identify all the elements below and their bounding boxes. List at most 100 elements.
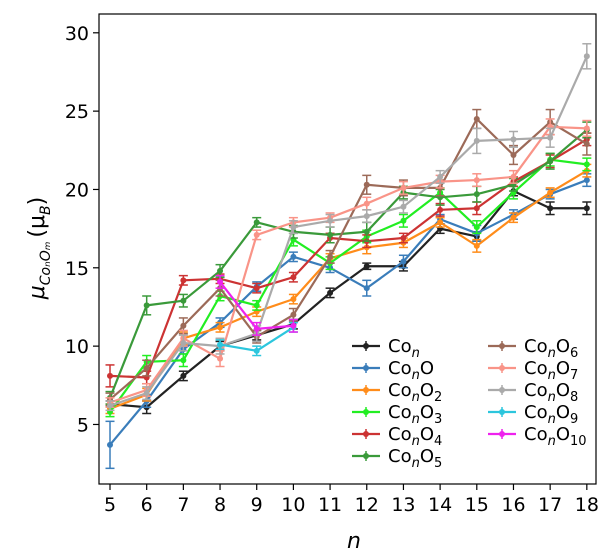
data-point — [473, 177, 480, 184]
x-tick-label: 18 — [575, 494, 599, 516]
legend-label-suffix: O — [420, 358, 434, 379]
series-10 — [215, 274, 298, 336]
data-point — [290, 253, 297, 260]
legend-label: ConO4 — [388, 424, 442, 449]
data-point — [473, 224, 480, 231]
data-point — [473, 242, 480, 249]
data-point — [583, 177, 590, 184]
legend-swatch-marker — [499, 365, 505, 371]
legend-label: ConO10 — [524, 424, 587, 449]
data-point — [290, 274, 297, 281]
data-point — [143, 365, 150, 372]
data-point — [253, 285, 260, 292]
data-point — [473, 191, 480, 198]
legend-label-subscript-m: 8 — [570, 390, 578, 405]
legend-label: ConO8 — [524, 380, 578, 405]
data-point — [510, 152, 517, 158]
legend-label-subscript-n: n — [412, 390, 420, 405]
legend-label-subscript-n: n — [548, 346, 556, 361]
data-point — [400, 258, 407, 265]
legend-label-base: Co — [388, 380, 412, 401]
x-axis-label: n — [347, 529, 361, 554]
legend-label-suffix: O — [420, 402, 434, 423]
legend-label: ConO3 — [388, 402, 442, 427]
legend-swatch-marker — [363, 431, 369, 437]
x-tick-label: 14 — [428, 494, 452, 516]
plot-frame — [98, 13, 597, 485]
x-tick-label: 10 — [281, 494, 305, 516]
legend-label-base: Co — [388, 424, 412, 445]
y-tick-label: 30 — [65, 23, 89, 45]
legend-label-suffix: O — [420, 380, 434, 401]
data-point — [107, 441, 114, 448]
legend-label-subscript-n: n — [548, 412, 556, 427]
legend-label: Con — [388, 336, 420, 361]
x-tick-label: 9 — [251, 494, 263, 516]
legend-label-subscript-n: n — [412, 434, 420, 449]
legend-item-1: ConO — [352, 358, 434, 383]
data-point — [143, 302, 150, 309]
legend-label-subscript-m: 3 — [434, 412, 442, 427]
y-axis-label-subscript: CoₙOₘ — [38, 241, 54, 285]
x-tick-label: 8 — [214, 494, 226, 516]
legend-label-base: Co — [524, 424, 548, 445]
x-tick-label: 13 — [391, 494, 415, 516]
data-point — [437, 173, 444, 180]
y-tick-label: 5 — [77, 414, 89, 436]
data-point — [510, 136, 517, 143]
x-tick-label: 7 — [177, 494, 189, 516]
legend-label-subscript-n: n — [412, 456, 420, 471]
legend-label-base: Co — [388, 446, 412, 467]
legend-item-3: ConO3 — [352, 402, 442, 427]
y-axis-label-unit-close: ) — [25, 197, 50, 206]
legend-label-subscript-n: n — [412, 346, 420, 361]
legend-item-5: ConO5 — [352, 446, 442, 471]
y-tick-label: 20 — [65, 179, 89, 201]
data-point — [400, 217, 407, 224]
data-point — [437, 206, 444, 213]
x-tick-label: 16 — [501, 494, 525, 516]
data-point — [290, 296, 297, 303]
data-point — [510, 214, 517, 221]
data-point — [290, 322, 297, 329]
legend-label: ConO9 — [524, 402, 578, 427]
series-8 — [105, 43, 592, 412]
series-line — [109, 55, 588, 407]
data-point — [327, 231, 334, 238]
legend-swatch-marker — [499, 409, 505, 415]
legend-label: ConO7 — [524, 358, 578, 383]
x-tick-label: 6 — [141, 494, 153, 516]
legend-label-suffix: O — [556, 380, 570, 401]
data-point — [253, 231, 260, 238]
data-point — [253, 347, 260, 354]
data-point — [107, 372, 114, 379]
legend-label: ConO2 — [388, 380, 442, 405]
data-point — [473, 115, 480, 122]
y-tick-label: 25 — [65, 101, 89, 123]
data-point — [583, 161, 590, 168]
legend-item-8: ConO8 — [488, 380, 578, 405]
legend-label-subscript-m: 7 — [570, 368, 578, 383]
series-line — [109, 158, 587, 413]
legend-label-suffix: O — [556, 358, 570, 379]
data-point — [217, 355, 224, 362]
legend-label-suffix: O — [556, 336, 570, 357]
legend-swatch-marker — [363, 453, 369, 459]
series-layer — [105, 43, 592, 470]
legend-label-subscript-n: n — [548, 368, 556, 383]
data-point — [217, 278, 224, 285]
x-tick-label: 17 — [538, 494, 562, 516]
data-point — [437, 219, 444, 226]
legend-label-base: Co — [388, 402, 412, 423]
y-axis-label-unit-subscript: B — [38, 205, 54, 215]
data-point — [583, 53, 590, 60]
data-point — [217, 341, 224, 348]
data-point — [547, 205, 554, 212]
data-point — [583, 205, 590, 212]
legend-label-base: Co — [388, 336, 412, 357]
data-point — [583, 125, 590, 132]
series-line — [108, 129, 588, 399]
data-point — [583, 141, 590, 148]
legend-swatch-marker — [363, 365, 369, 371]
legend-label-base: Co — [524, 336, 548, 357]
